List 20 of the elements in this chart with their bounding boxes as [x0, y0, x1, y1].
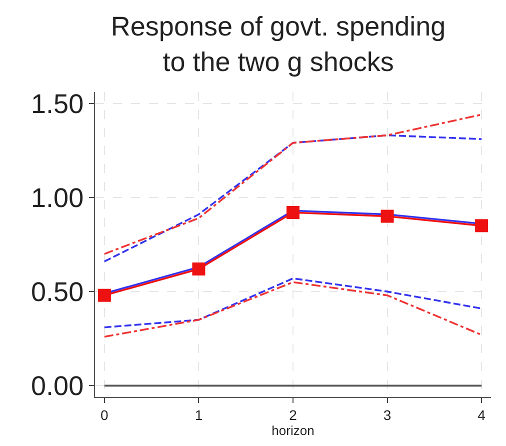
- chart-title: Response of govt. spending to the two g shocks: [110, 12, 446, 77]
- point: [380, 210, 394, 223]
- x-tick-label: 4: [478, 406, 486, 423]
- line-series: [104, 281, 482, 338]
- y-tick-label: 0.00: [31, 371, 84, 402]
- x-tick-label: 1: [194, 406, 203, 423]
- point: [475, 219, 488, 232]
- y-tick-label: 0.50: [31, 277, 84, 308]
- point: [286, 206, 300, 219]
- line-series: [104, 114, 482, 255]
- y-tick-label: 1.50: [31, 88, 84, 119]
- x-tick-label: 3: [383, 406, 392, 423]
- point: [98, 288, 111, 302]
- x-axis-title: horizon: [272, 422, 314, 438]
- y-tick-label: 1.00: [31, 182, 84, 213]
- point: [192, 262, 206, 276]
- x-tick-label: 2: [289, 406, 298, 423]
- x-tick-label: 0: [100, 406, 109, 423]
- line-series: [104, 277, 482, 328]
- line-series: [104, 134, 482, 262]
